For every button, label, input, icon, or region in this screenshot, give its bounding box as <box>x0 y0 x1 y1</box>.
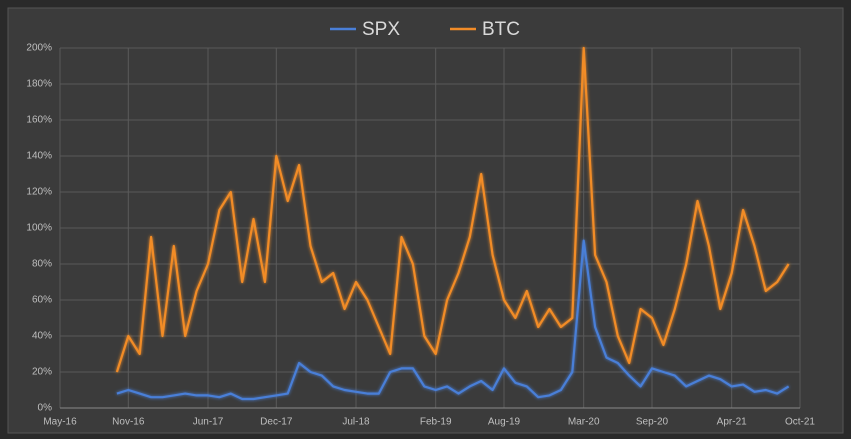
x-tick-label: Jul-18 <box>342 417 370 428</box>
x-tick-label: Sep-20 <box>636 417 669 428</box>
y-tick-label: 120% <box>26 187 52 198</box>
y-tick-label: 80% <box>32 259 52 270</box>
y-tick-label: 160% <box>26 115 52 126</box>
x-tick-label: Feb-19 <box>420 417 452 428</box>
series-line <box>115 46 790 373</box>
x-tick-label: Dec-17 <box>260 417 293 428</box>
x-tick-label: Oct-21 <box>785 417 815 428</box>
y-tick-label: 60% <box>32 295 52 306</box>
series-line <box>116 239 790 401</box>
x-tick-label: Apr-21 <box>717 417 747 428</box>
y-tick-label: 140% <box>26 151 52 162</box>
y-tick-label: 180% <box>26 79 52 90</box>
x-tick-label: Nov-16 <box>112 417 145 428</box>
y-tick-label: 0% <box>38 403 53 414</box>
x-tick-label: May-16 <box>43 417 77 428</box>
x-tick-label: Mar-20 <box>568 417 600 428</box>
y-tick-label: 200% <box>26 43 52 54</box>
legend-label: SPX <box>362 19 400 40</box>
y-tick-label: 20% <box>32 367 52 378</box>
x-tick-label: Jun-17 <box>193 417 224 428</box>
chart-frame <box>7 7 844 434</box>
legend-label: BTC <box>482 19 520 40</box>
y-tick-label: 40% <box>32 331 52 342</box>
y-tick-label: 100% <box>26 223 52 234</box>
x-tick-label: Aug-19 <box>488 417 521 428</box>
